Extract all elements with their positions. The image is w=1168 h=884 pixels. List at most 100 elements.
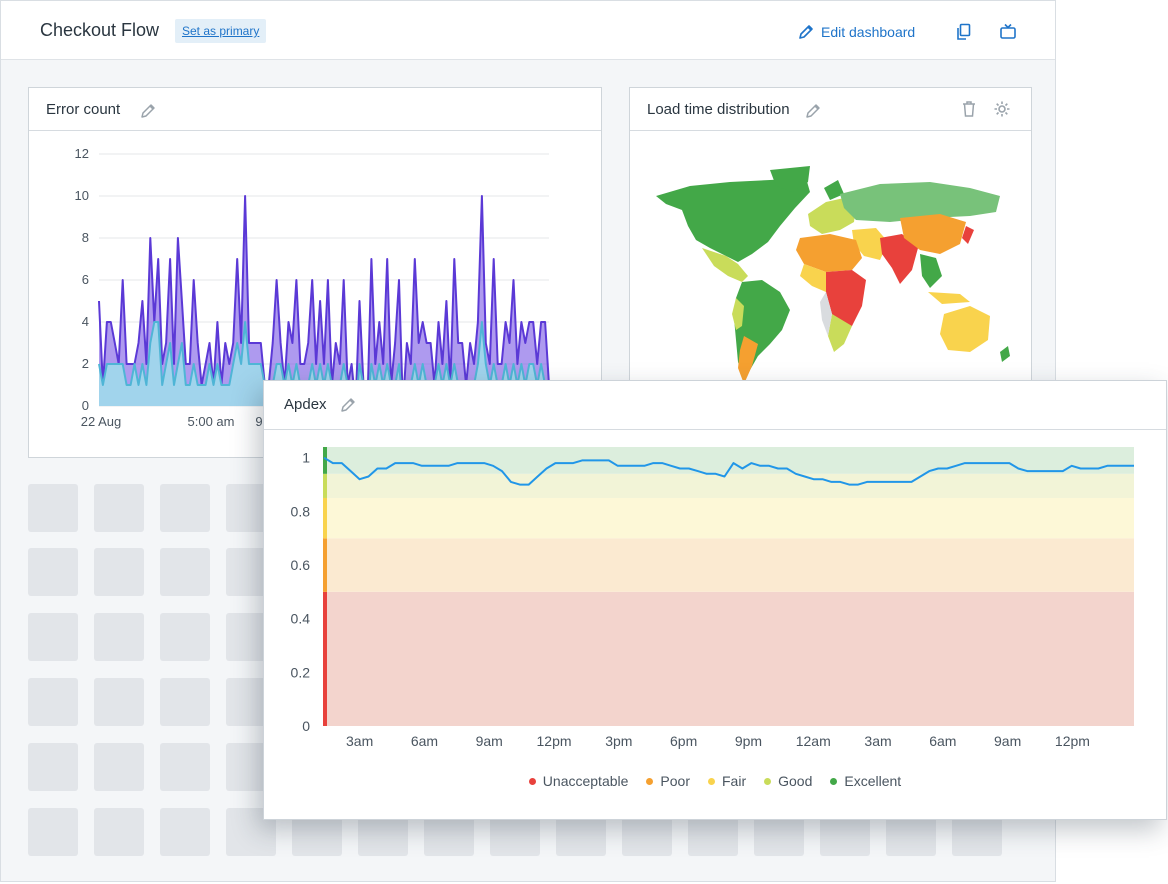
region-south-america-south — [738, 336, 758, 384]
tv-mode-icon[interactable] — [999, 23, 1017, 41]
region-south-america-west — [732, 298, 744, 330]
legend-label: Poor — [660, 773, 690, 789]
copy-icon[interactable] — [956, 23, 972, 41]
placeholder-tile — [160, 743, 210, 791]
band-good — [324, 473, 1134, 498]
legend-item-fair[interactable]: Fair — [708, 773, 746, 789]
band-fair — [324, 497, 1134, 539]
y-tick-label: 0.8 — [291, 503, 311, 519]
region-southeast-asia — [920, 254, 942, 288]
placeholder-tile — [160, 548, 210, 596]
panel-header: Apdex — [264, 381, 1166, 430]
edit-title-icon[interactable] — [339, 396, 357, 414]
placeholder-tile — [94, 613, 144, 661]
legend-dot — [646, 777, 654, 785]
region-indonesia — [928, 292, 970, 304]
region-north-america — [656, 178, 810, 262]
y-tick-label: 0.4 — [291, 611, 311, 627]
region-south-asia — [880, 234, 918, 284]
x-tick-label: 6am — [411, 733, 438, 749]
gear-icon[interactable] — [993, 100, 1011, 118]
x-tick-label: 6pm — [670, 733, 697, 749]
region-new-zealand — [1000, 346, 1010, 362]
y-tick-label: 12 — [75, 146, 89, 161]
region-africa-gap — [820, 292, 832, 336]
region-japan — [962, 226, 974, 244]
edit-title-icon[interactable] — [139, 102, 157, 120]
placeholder-tile — [160, 678, 210, 726]
placeholder-tile — [160, 484, 210, 532]
legend-item-poor[interactable]: Poor — [646, 773, 690, 789]
region-central-america — [702, 248, 748, 282]
apdex-line — [323, 456, 1134, 486]
band-unacceptable — [324, 591, 1134, 726]
trash-icon[interactable] — [961, 100, 977, 118]
band-edge-fair — [323, 497, 327, 539]
world-map — [656, 166, 1010, 384]
band-poor — [324, 538, 1134, 592]
x-tick-label: 9am — [994, 733, 1021, 749]
placeholder-tile — [94, 743, 144, 791]
legend-label: Good — [778, 773, 813, 789]
x-tick-label: 12pm — [1055, 733, 1090, 749]
legend-dot — [708, 777, 715, 785]
y-tick-label: 10 — [75, 188, 89, 203]
legend-item-excellent[interactable]: Excellent — [830, 773, 901, 789]
band-edge-unacceptable — [323, 591, 327, 726]
x-tick-label: 12pm — [537, 733, 572, 749]
y-tick-label: 0 — [302, 718, 310, 734]
legend-item-good[interactable]: Good — [764, 773, 812, 789]
placeholder-tile — [94, 678, 144, 726]
x-tick-label: 22 Aug — [81, 414, 122, 429]
legend-dot — [764, 777, 772, 785]
y-tick-label: 8 — [82, 230, 89, 245]
placeholder-tile — [28, 548, 78, 596]
y-tick-label: 4 — [82, 314, 89, 329]
legend-label: Excellent — [844, 773, 902, 789]
placeholder-tile — [28, 484, 78, 532]
apdex-panel: Apdex 0 0.2 0.4 0.6 0.8 1 3am 6am 9am 12pm 3pm 6pm 9… — [263, 380, 1167, 820]
placeholder-tile — [28, 678, 78, 726]
edit-dashboard-button[interactable]: Edit dashboard — [797, 23, 915, 41]
edit-dashboard-label: Edit dashboard — [821, 24, 916, 40]
x-tick-label: 3am — [864, 733, 891, 749]
panel-title: Apdex — [284, 396, 327, 413]
panel-title: Load time distribution — [647, 101, 790, 118]
x-tick-label: 3pm — [605, 733, 632, 749]
region-europe-north — [824, 180, 844, 200]
region-east-asia — [900, 214, 966, 254]
placeholder-tile — [160, 808, 210, 856]
panel-header: Load time distribution — [630, 88, 1031, 131]
region-africa-south — [828, 314, 852, 352]
y-tick-label: 0.2 — [291, 664, 311, 680]
pencil-icon — [799, 25, 813, 39]
set-primary-link[interactable]: Set as primary — [175, 19, 267, 43]
x-tick-label: 9pm — [735, 733, 762, 749]
placeholder-tile — [28, 613, 78, 661]
placeholder-tile — [160, 613, 210, 661]
placeholder-tile — [94, 548, 144, 596]
x-tick-label: 5:00 am — [188, 414, 235, 429]
x-tick-label: 9am — [476, 733, 503, 749]
y-tick-label: 6 — [82, 272, 89, 287]
band-edge-poor — [323, 538, 327, 592]
placeholder-tile — [94, 484, 144, 532]
x-tick-label: 9 — [255, 414, 262, 429]
band-edge-excellent — [323, 447, 327, 474]
x-tick-label: 6am — [929, 733, 956, 749]
dashboard-header: Checkout Flow Set as primary Edit dashbo… — [1, 1, 1055, 60]
x-tick-label: 3am — [346, 733, 373, 749]
error-series-total-line — [98, 195, 550, 407]
x-tick-label: 12am — [796, 733, 831, 749]
placeholder-tile — [94, 808, 144, 856]
legend-dot — [830, 777, 838, 785]
apdex-chart: 0 0.2 0.4 0.6 0.8 1 3am 6am 9am 12pm 3pm 6pm 9pm 12am… — [291, 447, 1134, 749]
edit-title-icon[interactable] — [804, 102, 822, 120]
legend-item-unacceptable[interactable]: Unacceptable — [528, 773, 628, 789]
band-edge-good — [323, 473, 327, 498]
region-greenland — [770, 166, 810, 192]
load-time-panel: Load time distribution — [629, 87, 1032, 387]
apdex-legend: Unacceptable Poor Fair Good Excellent — [264, 773, 1166, 789]
panel-header: Error count — [29, 88, 601, 131]
y-tick-label: 0.6 — [291, 557, 311, 573]
